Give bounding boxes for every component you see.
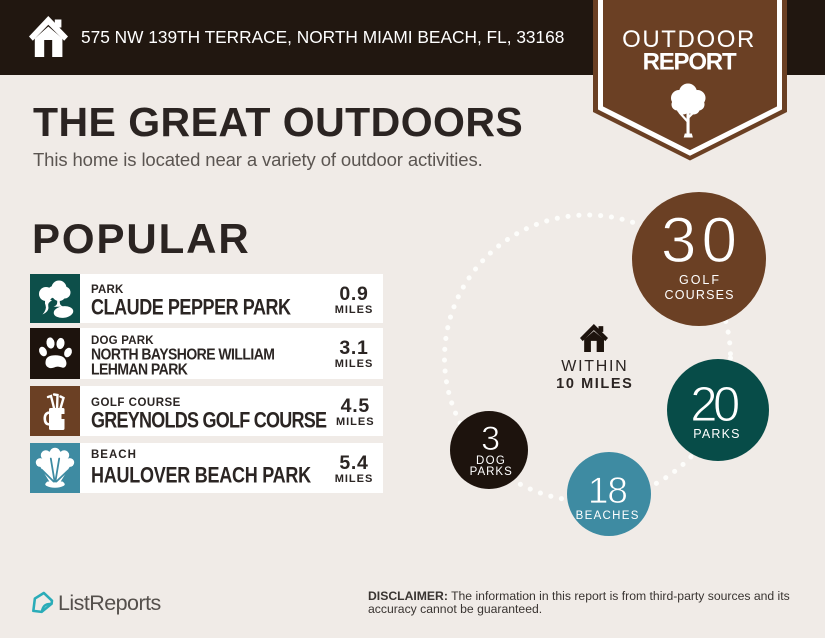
- svg-text:REPORT: REPORT: [643, 49, 737, 76]
- svg-text:OUTDOOR: OUTDOOR: [622, 26, 756, 53]
